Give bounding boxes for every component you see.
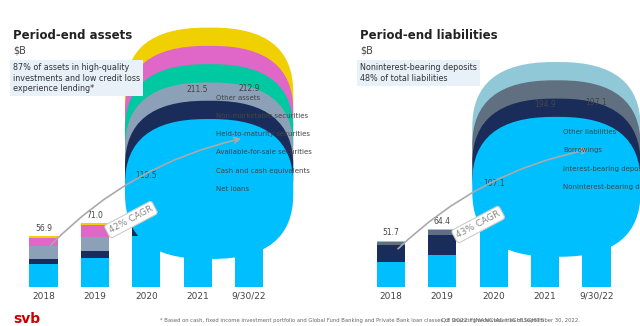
Text: 115.5: 115.5 [136, 171, 157, 180]
Text: 211.5: 211.5 [187, 85, 209, 94]
Text: 71.0: 71.0 [86, 211, 104, 220]
Bar [29, 259, 58, 263]
FancyBboxPatch shape [472, 80, 640, 220]
Bar [531, 175, 559, 287]
FancyBboxPatch shape [125, 64, 293, 204]
Bar [235, 185, 263, 209]
Bar [132, 199, 161, 223]
Bar [81, 226, 109, 237]
FancyBboxPatch shape [125, 101, 293, 241]
Bar [184, 212, 212, 228]
Text: $B: $B [360, 46, 373, 56]
Text: 56.9: 56.9 [35, 224, 52, 233]
Text: Noninterest-bearing deposits: Noninterest-bearing deposits [563, 184, 640, 190]
Bar [582, 128, 611, 202]
Text: 87% of assets in high-quality
investments and low credit loss
experience lending: 87% of assets in high-quality investment… [13, 63, 140, 93]
Text: Other assets: Other assets [216, 95, 260, 100]
Text: Noninterest-bearing deposits
48% of total liabilities: Noninterest-bearing deposits 48% of tota… [360, 63, 477, 82]
Bar [184, 228, 212, 287]
Bar [377, 242, 405, 245]
Bar [531, 112, 559, 113]
Bar [531, 113, 559, 119]
Bar [184, 99, 212, 187]
Bar [235, 221, 263, 287]
Bar [235, 96, 263, 98]
Bar [29, 236, 58, 238]
Text: $B: $B [13, 46, 26, 56]
Text: Held-to-maturity securities: Held-to-maturity securities [216, 131, 310, 137]
Bar [235, 98, 263, 104]
Bar [235, 209, 263, 221]
FancyBboxPatch shape [472, 62, 640, 202]
Bar [81, 223, 109, 226]
Bar [531, 119, 559, 175]
Bar [29, 238, 58, 246]
FancyBboxPatch shape [125, 119, 293, 259]
Text: 43% CAGR: 43% CAGR [455, 209, 502, 240]
Bar [479, 191, 508, 192]
Bar [479, 215, 508, 287]
Bar [582, 202, 611, 287]
Text: Non-marketable securities: Non-marketable securities [216, 113, 308, 119]
Bar [81, 237, 109, 251]
Bar [582, 116, 611, 128]
Bar [582, 110, 611, 116]
Bar [184, 98, 212, 99]
Text: 194.9: 194.9 [534, 100, 556, 109]
Text: Period-end liabilities: Period-end liabilities [360, 29, 498, 42]
Bar [428, 230, 456, 235]
Bar [428, 255, 456, 287]
Bar [235, 104, 263, 185]
Bar [428, 235, 456, 255]
FancyBboxPatch shape [472, 117, 640, 257]
Bar [29, 246, 58, 259]
Bar [29, 263, 58, 287]
Text: 212.9: 212.9 [238, 84, 260, 93]
Bar [81, 251, 109, 258]
Text: * Based on cash, fixed income investment portfolio and Global Fund Banking and P: * Based on cash, fixed income investment… [160, 318, 580, 323]
Bar [184, 187, 212, 212]
Text: 51.7: 51.7 [383, 228, 399, 237]
Text: Period-end assets: Period-end assets [13, 29, 132, 42]
Text: Q3 2022 FINANCIAL HIGHLIGHTS: Q3 2022 FINANCIAL HIGHLIGHTS [441, 318, 544, 323]
Text: Other liabilities: Other liabilities [563, 129, 616, 135]
Text: Available-for-sale securities: Available-for-sale securities [216, 149, 312, 156]
Bar [132, 183, 161, 186]
FancyBboxPatch shape [125, 46, 293, 186]
Bar [132, 223, 161, 236]
Bar [132, 236, 161, 287]
Text: 107.1: 107.1 [483, 179, 504, 188]
Text: Cash and cash equivalents: Cash and cash equivalents [216, 168, 310, 174]
Bar [184, 97, 212, 98]
Text: 197.1: 197.1 [586, 98, 607, 107]
FancyBboxPatch shape [472, 98, 640, 239]
FancyBboxPatch shape [125, 82, 293, 222]
Text: 64.4: 64.4 [434, 217, 451, 226]
Bar [377, 241, 405, 242]
Bar [377, 245, 405, 262]
Text: 42% CAGR: 42% CAGR [108, 204, 154, 235]
Bar [81, 258, 109, 287]
Text: Interest-bearing deposits: Interest-bearing deposits [563, 166, 640, 171]
Bar [428, 229, 456, 230]
Bar [479, 192, 508, 196]
Bar [479, 196, 508, 215]
Text: svb: svb [13, 312, 40, 326]
Bar [377, 262, 405, 287]
Bar [132, 186, 161, 199]
FancyBboxPatch shape [125, 28, 293, 168]
Text: Net loans: Net loans [216, 186, 249, 192]
Text: Borrowings: Borrowings [563, 147, 602, 153]
